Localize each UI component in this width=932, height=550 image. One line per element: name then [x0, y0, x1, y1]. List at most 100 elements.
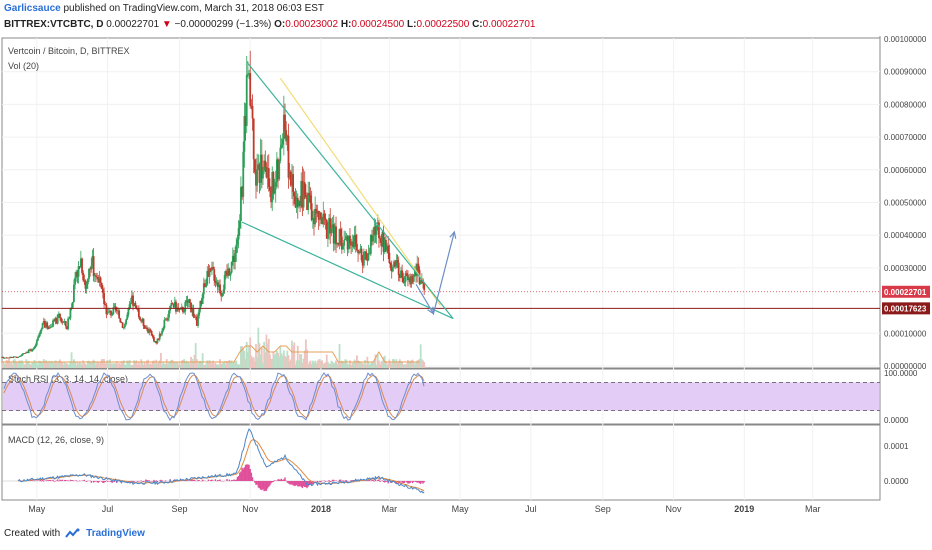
candle-body: [369, 235, 372, 254]
candle-body: [324, 218, 327, 220]
close-value: 0.00022701: [482, 19, 536, 30]
projection-arrowhead-up: [449, 230, 457, 239]
candle-body: [231, 255, 234, 263]
volume-bar: [245, 341, 248, 368]
candle-body: [360, 248, 363, 261]
candle-body: [199, 300, 202, 310]
macd-hist-bar: [211, 479, 213, 481]
candle-body: [48, 327, 51, 329]
candle-body: [34, 344, 37, 347]
candle-body: [354, 234, 357, 244]
macd-hist-bar: [239, 472, 241, 481]
candle-body: [220, 293, 223, 297]
volume-bar: [329, 363, 332, 368]
macd-hist-bar: [351, 480, 353, 481]
volume-bar: [35, 362, 38, 368]
macd-hist-bar: [268, 481, 270, 487]
chart-canvas[interactable]: 0.00100000 0.00090000 0.00080000 0.00070000…: [0, 36, 932, 516]
candle-body: [159, 333, 162, 335]
macd-hist-bar: [281, 480, 284, 481]
macd-hist-bar: [421, 481, 423, 483]
volume-bar: [118, 363, 121, 368]
volume-bar: [419, 344, 422, 368]
macd-hist-bar: [413, 481, 415, 482]
volume-bar: [172, 362, 175, 368]
volume-bar: [372, 361, 375, 368]
stoch-band: [3, 382, 879, 411]
candle-body: [393, 261, 395, 268]
candle-body: [215, 282, 218, 284]
candle-body: [13, 356, 16, 358]
volume-bar: [353, 359, 356, 368]
macd-hist-bar: [320, 481, 322, 483]
macd-hist-bar: [399, 481, 401, 484]
volume-bar: [350, 364, 353, 368]
x-tick-label: May: [28, 504, 46, 514]
macd-hist-bar: [310, 481, 313, 486]
candle-body: [192, 308, 195, 317]
candle-body: [296, 197, 299, 207]
candle-body: [204, 283, 206, 288]
volume-bar: [376, 354, 379, 368]
candle-body: [27, 349, 30, 353]
volume-ma-line: [2, 345, 420, 363]
volume-bar: [40, 361, 43, 368]
candle-body: [32, 348, 35, 351]
y-tick-label: 0.00100000: [884, 36, 927, 44]
candle-body: [299, 201, 301, 207]
macd-hist-bar: [142, 481, 145, 482]
candle-body: [346, 236, 349, 250]
volume-bar: [358, 361, 361, 368]
volume-bar: [357, 360, 359, 368]
change-value: −0.00000299 (−1.3%): [174, 19, 272, 30]
candle-body: [18, 356, 21, 358]
author-link[interactable]: Garlicsauce: [4, 3, 61, 14]
volume-bar: [295, 360, 298, 368]
volume-bar: [184, 361, 187, 368]
macd-hist-bar: [371, 480, 373, 481]
volume-bar: [140, 359, 143, 368]
volume-bar: [309, 360, 312, 368]
candle-body: [292, 174, 295, 193]
candle-body: [357, 250, 359, 254]
volume-bar: [82, 360, 85, 368]
volume-bar: [69, 361, 72, 368]
volume-bar: [34, 362, 37, 368]
volume-bar: [374, 354, 377, 368]
volume-bar: [71, 362, 74, 368]
volume-bar: [207, 362, 210, 368]
candle-body: [12, 356, 15, 358]
volume-bar: [97, 362, 100, 368]
volume-bar: [168, 362, 170, 368]
candle-body: [176, 307, 179, 312]
volume-bar: [352, 362, 355, 368]
macd-hist-bar: [385, 481, 387, 482]
volume-bar: [141, 361, 144, 368]
candle-body: [67, 318, 70, 329]
candle-body: [2, 356, 5, 359]
candle-body: [245, 75, 248, 126]
volume-bar: [277, 352, 279, 368]
candle-body: [411, 276, 414, 282]
candle-body: [69, 308, 72, 319]
volume-bar: [57, 361, 60, 368]
candle-body: [329, 218, 332, 234]
candle-body: [111, 313, 114, 316]
volume-bar: [25, 359, 28, 368]
candle-body: [328, 218, 330, 230]
candle-body: [382, 231, 385, 253]
tradingview-brand[interactable]: TradingView: [86, 528, 145, 539]
candle-body: [403, 281, 406, 283]
macd-hist-bar: [50, 479, 52, 481]
candle-body: [155, 341, 158, 344]
volume-bar: [378, 360, 380, 368]
candle-body: [419, 283, 422, 284]
macd-hist-bar: [350, 480, 352, 481]
candle-body: [202, 283, 205, 295]
macd-hist-bar: [256, 481, 258, 485]
volume-bar: [5, 359, 8, 368]
volume-bar: [317, 359, 320, 368]
volume-bar: [324, 362, 327, 368]
macd-hist-bar: [163, 481, 166, 482]
volume-bar: [105, 361, 108, 368]
